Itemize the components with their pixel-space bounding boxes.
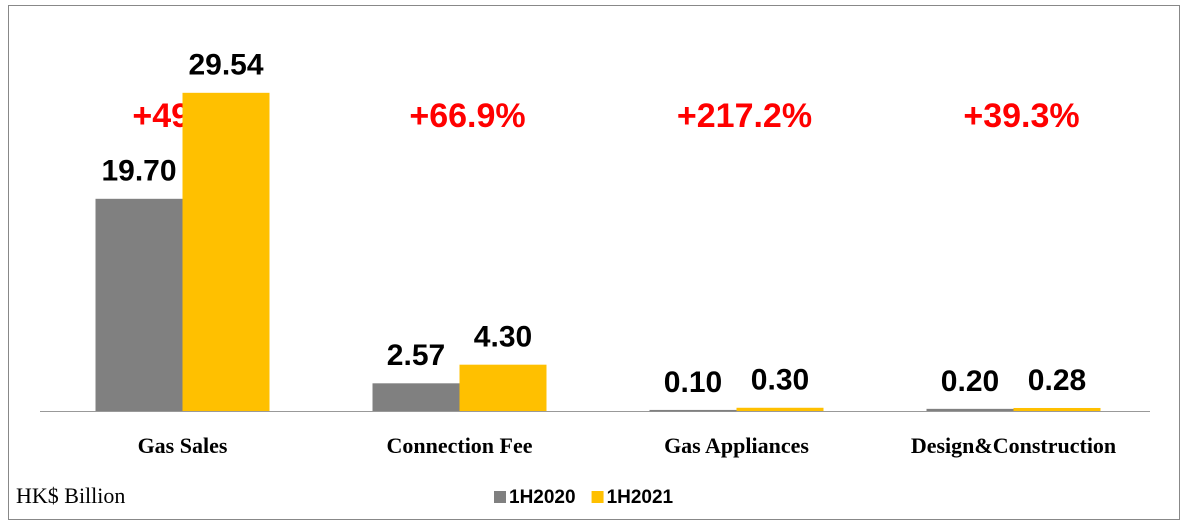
data-label: 29.54: [188, 49, 263, 82]
data-label: 2.57: [387, 339, 445, 372]
annotation: +39.3%: [963, 97, 1079, 135]
bar: [372, 383, 460, 411]
data-label: 19.70: [101, 155, 176, 188]
bar: [649, 409, 737, 412]
bar: [736, 407, 824, 411]
data-label: 0.20: [941, 365, 999, 398]
bar: [95, 198, 183, 411]
annotation: +217.2%: [677, 97, 812, 135]
data-label: 0.28: [1028, 364, 1086, 397]
data-label: 0.30: [751, 364, 809, 397]
data-label: 4.30: [474, 321, 532, 354]
bar: [459, 364, 547, 411]
legend-label: 1H2020: [509, 487, 576, 508]
bar: [926, 408, 1014, 411]
x-tick-label: Gas Sales: [138, 433, 228, 458]
x-tick-label: Connection Fee: [386, 433, 532, 458]
annotation: +66.9%: [409, 97, 525, 135]
bar: [182, 92, 270, 411]
data-label: 0.10: [664, 366, 722, 399]
x-tick-label: Gas Appliances: [664, 433, 809, 458]
legend-swatch: [591, 491, 604, 503]
legend-swatch: [494, 491, 506, 503]
legend-label: 1H2021: [607, 487, 674, 508]
bar: [1013, 407, 1101, 411]
unit-label: HK$ Billion: [16, 483, 125, 508]
x-tick-label: Design&Construction: [911, 433, 1116, 458]
